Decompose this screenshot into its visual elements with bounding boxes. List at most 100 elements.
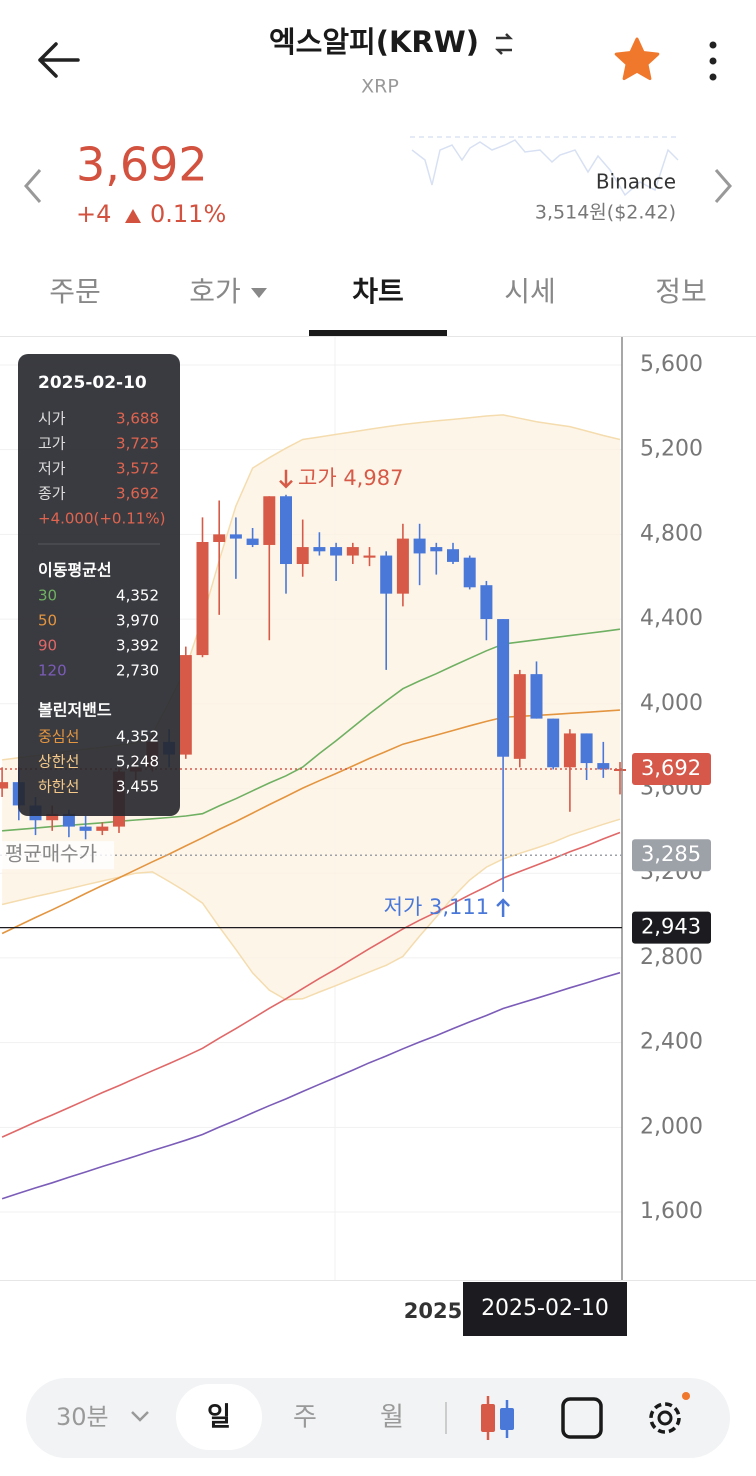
more-menu[interactable] (709, 41, 717, 81)
bb-value: 4,352 (116, 728, 159, 746)
mini-chart-line (411, 139, 679, 197)
ohlc-label: 시가 (38, 410, 66, 428)
next-button[interactable] (714, 169, 732, 203)
tooltip: 2025-02-10 시가 3,688 고가 3,725 저가 3,572 종가 3,692 +4… (18, 354, 180, 816)
ma-label: 90 (38, 637, 57, 655)
y-tick-label: 4,800 (640, 521, 703, 546)
candle-body (280, 496, 292, 565)
up-triangle (125, 209, 141, 223)
candle-body (463, 557, 476, 588)
subtitle: XRP (361, 76, 399, 98)
price-line-box (632, 839, 711, 872)
candle-body (380, 555, 393, 594)
price-line-box (632, 753, 711, 786)
ma-label: 30 (38, 587, 57, 605)
favorite-star[interactable] (614, 37, 660, 81)
price-line-label: 2,943 (641, 915, 701, 939)
candle-body (296, 547, 309, 565)
tabs: 주문 호가 차트 시세 정보 (49, 275, 707, 308)
price-line-name: 평균매수가 (5, 842, 97, 866)
settings-button[interactable] (649, 1392, 690, 1434)
tab-indicator (309, 330, 447, 336)
candle-body (0, 782, 9, 789)
ma-label: 120 (38, 662, 67, 680)
ma-value: 3,970 (116, 612, 159, 630)
exchange-name: Binance (596, 170, 676, 194)
ohlc-value: 3,692 (116, 485, 159, 503)
tab[interactable]: 시세 (504, 275, 556, 308)
back-button[interactable] (38, 42, 80, 78)
candle-body (547, 718, 560, 768)
candle-body (396, 538, 409, 594)
candle-body (497, 619, 510, 757)
y-tick-label: 2,000 (640, 1114, 703, 1139)
crosshair-x-label: 2025-02-10 (481, 1296, 609, 1321)
current-price: 3,692 (76, 138, 208, 192)
bb-value: 3,455 (116, 778, 159, 796)
drawing-button[interactable] (561, 1397, 603, 1439)
tooltip-change: +4.000(+0.11%) (38, 510, 165, 528)
ohlc-label: 고가 (38, 435, 66, 453)
y-tick-label: 1,600 (640, 1199, 703, 1224)
candle-body (447, 549, 459, 562)
ma-label: 50 (38, 612, 57, 630)
candle-body (213, 534, 226, 542)
period-option[interactable]: 월 (380, 1403, 404, 1433)
candle-body (79, 826, 92, 831)
ma-title: 이동평균선 (38, 561, 112, 580)
tab[interactable]: 차트 (352, 275, 404, 308)
candle-body (229, 534, 242, 539)
band-lower (1, 818, 621, 1001)
candle-body (46, 813, 59, 821)
period-option[interactable]: 일 (207, 1403, 231, 1433)
bb-label: 상한선 (38, 753, 79, 771)
candle-body (246, 538, 259, 545)
ohlc-label: 저가 (38, 460, 66, 478)
bb-value: 5,248 (116, 753, 159, 771)
ohlc-value: 3,572 (116, 460, 159, 478)
candle-body (480, 585, 493, 620)
ma-value: 2,730 (116, 662, 159, 680)
crosshair-x-box (463, 1282, 627, 1336)
candle-body (413, 538, 426, 554)
candle-type-button[interactable] (481, 1396, 514, 1440)
y-tick-label: 4,400 (640, 606, 703, 631)
candle-body (563, 733, 576, 768)
ohlc-label: 종가 (38, 485, 66, 503)
period-active-bg (176, 1384, 262, 1450)
candle-body (263, 496, 276, 545)
interval-selector[interactable]: 30분 (56, 1403, 109, 1431)
prev-button[interactable] (24, 169, 42, 203)
ma-line (2, 628, 621, 832)
x-axis-label: 2025 (404, 1299, 462, 1323)
title: 엑스알피(KRW) (269, 25, 479, 59)
candle-body (513, 674, 526, 759)
tab[interactable]: 정보 (655, 275, 707, 308)
low-label: 저가 3,111 (384, 895, 489, 919)
candle-body (313, 547, 326, 552)
ohlc-value: 3,688 (116, 410, 159, 428)
y-tick-label: 2,800 (640, 945, 703, 970)
bb-title: 볼린저밴드 (38, 701, 112, 720)
candle-body (597, 763, 610, 770)
period-option[interactable]: 주 (293, 1403, 317, 1433)
ma-value: 3,392 (116, 637, 159, 655)
high-arrow (279, 469, 293, 489)
y-tick-label: 2,400 (640, 1030, 703, 1055)
y-tick-label: 4,000 (640, 691, 703, 716)
candle-body (196, 541, 209, 656)
price-line-name-bg (0, 841, 114, 870)
bb-label: 중심선 (38, 728, 79, 746)
price-line-box (632, 911, 711, 944)
candle-body (330, 547, 343, 556)
candle-body (363, 555, 376, 558)
ma-line (1, 971, 621, 1200)
tab[interactable]: 호가 (189, 275, 241, 308)
price-line-label: 3,285 (641, 842, 701, 866)
tab[interactable]: 주문 (49, 275, 101, 308)
swap-icon[interactable] (494, 33, 514, 55)
candle-body (346, 547, 359, 556)
